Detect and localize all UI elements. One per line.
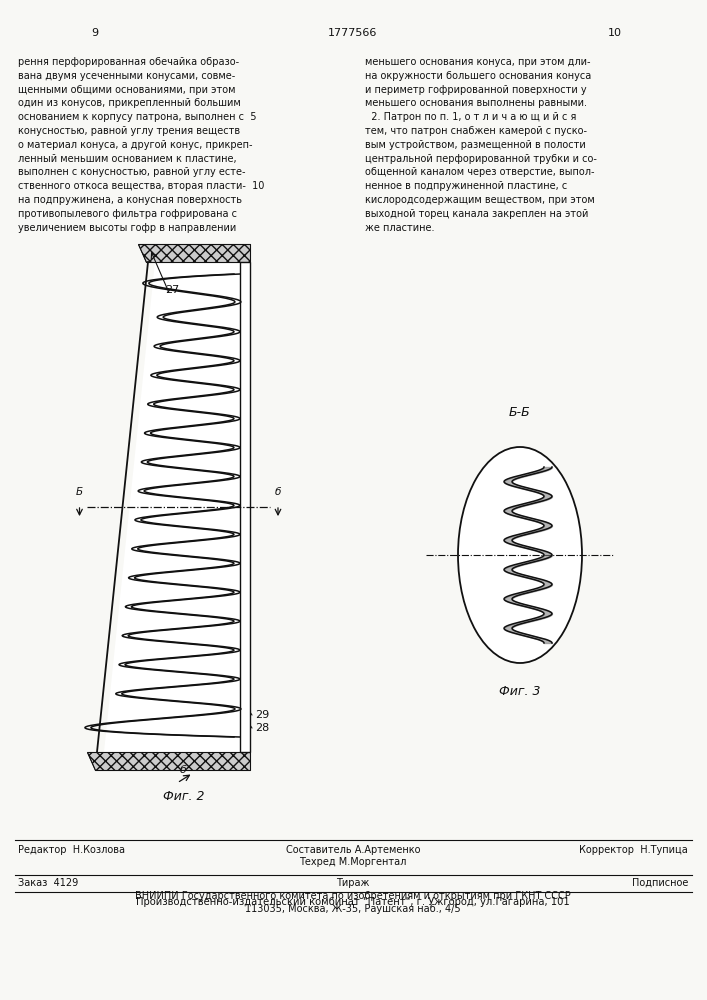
- Text: щенными общими основаниями, при этом: щенными общими основаниями, при этом: [18, 85, 235, 95]
- Text: Составитель А.Артеменко: Составитель А.Артеменко: [286, 845, 420, 855]
- Text: на подпружинена, а конусная поверхность: на подпружинена, а конусная поверхность: [18, 195, 242, 205]
- Polygon shape: [138, 244, 250, 262]
- Text: б: б: [180, 765, 187, 775]
- Text: один из конусов, прикрепленный большим: один из конусов, прикрепленный большим: [18, 98, 241, 108]
- Text: 29: 29: [255, 710, 269, 720]
- Text: противопылевого фильтра гофрирована с: противопылевого фильтра гофрирована с: [18, 209, 237, 219]
- Text: 113035, Москва, Ж-35, Раушская наб., 4/5: 113035, Москва, Ж-35, Раушская наб., 4/5: [245, 904, 461, 914]
- Polygon shape: [87, 752, 250, 770]
- Text: вана двумя усеченными конусами, совме-: вана двумя усеченными конусами, совме-: [18, 71, 235, 81]
- Text: увеличением высоты гофр в направлении: увеличением высоты гофр в направлении: [18, 223, 236, 233]
- Text: Редактор  Н.Козлова: Редактор Н.Козлова: [18, 845, 125, 855]
- Text: на окружности большего основания конуса: на окружности большего основания конуса: [365, 71, 591, 81]
- Text: ленный меньшим основанием к пластине,: ленный меньшим основанием к пластине,: [18, 154, 237, 164]
- Text: конусностью, равной углу трения веществ: конусностью, равной углу трения веществ: [18, 126, 240, 136]
- Text: о материал конуса, а другой конус, прикреп-: о материал конуса, а другой конус, прикр…: [18, 140, 252, 150]
- Text: и периметр гофрированной поверхности у: и периметр гофрированной поверхности у: [365, 85, 587, 95]
- Text: Фиг. 2: Фиг. 2: [163, 790, 204, 803]
- Text: 2. Патрон по п. 1, о т л и ч а ю щ и й с я: 2. Патрон по п. 1, о т л и ч а ю щ и й с…: [365, 112, 576, 122]
- Text: выходной торец канала закреплен на этой: выходной торец канала закреплен на этой: [365, 209, 588, 219]
- Text: общенной каналом через отверстие, выпол-: общенной каналом через отверстие, выпол-: [365, 167, 595, 177]
- Text: 1777566: 1777566: [328, 28, 378, 38]
- Polygon shape: [240, 262, 250, 752]
- Text: Корректор  Н.Тупица: Корректор Н.Тупица: [579, 845, 688, 855]
- Text: 28: 28: [255, 723, 269, 733]
- Text: вым устройством, размещенной в полости: вым устройством, размещенной в полости: [365, 140, 586, 150]
- Text: центральной перфорированной трубки и со-: центральной перфорированной трубки и со-: [365, 154, 597, 164]
- Text: же пластине.: же пластине.: [365, 223, 435, 233]
- Polygon shape: [104, 262, 240, 752]
- Text: Б-Б: Б-Б: [509, 406, 531, 419]
- Text: Подписное: Подписное: [631, 878, 688, 888]
- Ellipse shape: [458, 447, 582, 663]
- Text: Заказ  4129: Заказ 4129: [18, 878, 78, 888]
- Text: 10: 10: [608, 28, 622, 38]
- Text: Производственно-издательский комбинат "Патент", г. Ужгород, ул.Гагарина, 101: Производственно-издательский комбинат "П…: [136, 897, 570, 907]
- Text: Техред М.Моргентал: Техред М.Моргентал: [299, 857, 407, 867]
- Text: б: б: [275, 487, 281, 497]
- Text: Фиг. 3: Фиг. 3: [499, 685, 541, 698]
- Text: ственного откоса вещества, вторая пласти-  10: ственного откоса вещества, вторая пласти…: [18, 181, 264, 191]
- Text: рення перфорированная обечайка образо-: рення перфорированная обечайка образо-: [18, 57, 239, 67]
- Text: кислородсодержащим веществом, при этом: кислородсодержащим веществом, при этом: [365, 195, 595, 205]
- Text: тем, что патрон снабжен камерой с пуско-: тем, что патрон снабжен камерой с пуско-: [365, 126, 587, 136]
- Text: основанием к корпусу патрона, выполнен с  5: основанием к корпусу патрона, выполнен с…: [18, 112, 257, 122]
- Text: меньшего основания конуса, при этом дли-: меньшего основания конуса, при этом дли-: [365, 57, 590, 67]
- Text: ненное в подпружиненной пластине, с: ненное в подпружиненной пластине, с: [365, 181, 567, 191]
- Text: ВНИИПИ Государственного комитета по изобретениям и открытиям при ГКНТ СССР: ВНИИПИ Государственного комитета по изоб…: [135, 891, 571, 901]
- Text: 9: 9: [91, 28, 98, 38]
- Text: Б: Б: [76, 487, 83, 497]
- Text: меньшего основания выполнены равными.: меньшего основания выполнены равными.: [365, 98, 587, 108]
- Text: выполнен с конусностью, равной углу есте-: выполнен с конусностью, равной углу есте…: [18, 167, 245, 177]
- Text: Тираж: Тираж: [337, 878, 370, 888]
- Text: 27: 27: [165, 285, 180, 295]
